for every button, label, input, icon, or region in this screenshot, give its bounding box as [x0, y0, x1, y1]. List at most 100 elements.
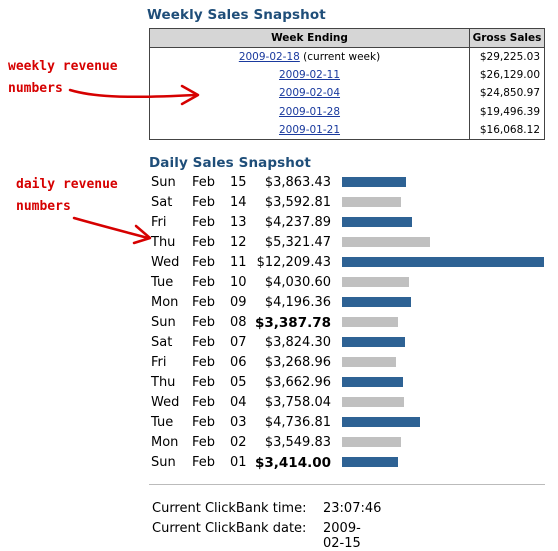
- gross-sales-value: $16,068.12: [469, 120, 545, 140]
- daily-date: 12: [230, 235, 247, 250]
- daily-day: Sat: [151, 335, 173, 350]
- daily-amount: $4,030.60: [264, 275, 331, 290]
- daily-date: 14: [230, 195, 247, 210]
- daily-date: 15: [230, 175, 247, 190]
- daily-revenue-bar: [342, 337, 405, 347]
- daily-arrow-icon: [72, 216, 150, 240]
- weekly-arrowhead-icon: [180, 84, 200, 106]
- daily-annotation-line: numbers: [16, 199, 71, 214]
- daily-day: Mon: [151, 295, 179, 310]
- weekly-sales-title: Weekly Sales Snapshot: [147, 7, 326, 23]
- daily-date: 09: [230, 295, 247, 310]
- daily-date: 05: [230, 375, 247, 390]
- divider: [149, 484, 545, 485]
- daily-day: Sat: [151, 195, 173, 210]
- daily-date: 06: [230, 355, 247, 370]
- daily-month: Feb: [192, 235, 216, 250]
- daily-revenue-bar: [342, 257, 544, 267]
- weekly-annotation: weekly revenue numbers: [8, 56, 118, 100]
- daily-amount: $4,237.89: [264, 215, 331, 230]
- daily-day: Sun: [151, 455, 176, 470]
- daily-amount: $4,196.36: [264, 295, 331, 310]
- daily-amount: $4,736.81: [264, 415, 331, 430]
- clickbank-time-value: 23:07:46: [323, 501, 382, 516]
- weekly-annotation-line: numbers: [8, 81, 63, 96]
- daily-revenue-bar: [342, 317, 398, 327]
- daily-day: Mon: [151, 435, 179, 450]
- week-link[interactable]: 2009-02-11: [278, 69, 341, 82]
- weekly-table-header: Week Ending Gross Sales: [149, 28, 545, 48]
- daily-day: Sun: [151, 175, 176, 190]
- daily-amount: $3,863.43: [264, 175, 331, 190]
- daily-month: Feb: [192, 355, 216, 370]
- daily-month: Feb: [192, 415, 216, 430]
- daily-month: Feb: [192, 255, 216, 270]
- daily-amount: $3,549.83: [264, 435, 331, 450]
- daily-amount: $3,387.78: [255, 315, 332, 331]
- daily-revenue-bar: [342, 357, 396, 367]
- daily-revenue-bar: [342, 457, 398, 467]
- daily-day: Fri: [151, 215, 167, 230]
- week-link[interactable]: 2009-01-21: [278, 123, 341, 136]
- daily-revenue-bar: [342, 217, 412, 227]
- daily-revenue-bar: [342, 397, 404, 407]
- daily-day: Sun: [151, 315, 176, 330]
- daily-revenue-bar: [342, 277, 409, 287]
- daily-date: 13: [230, 215, 247, 230]
- current-week-note: (current week): [299, 51, 381, 64]
- daily-date: 02: [230, 435, 247, 450]
- week-link[interactable]: 2009-01-28: [278, 105, 341, 118]
- daily-date: 03: [230, 415, 247, 430]
- daily-amount: $3,824.30: [264, 335, 331, 350]
- daily-amount: $3,662.96: [264, 375, 331, 390]
- daily-month: Feb: [192, 395, 216, 410]
- daily-revenue-bar: [342, 417, 420, 427]
- daily-month: Feb: [192, 275, 216, 290]
- daily-date: 10: [230, 275, 247, 290]
- table-row: 2009-02-11 $26,129.00: [149, 66, 545, 85]
- week-cell: 2009-02-11: [149, 66, 470, 85]
- week-cell: 2009-02-18 (current week): [149, 47, 470, 67]
- daily-day: Thu: [151, 235, 176, 250]
- gross-sales-value: $19,496.39: [469, 102, 545, 121]
- daily-month: Feb: [192, 315, 216, 330]
- daily-amount: $3,268.96: [264, 355, 331, 370]
- weekly-sales-table: Week Ending Gross Sales 2009-02-18 (curr…: [149, 28, 545, 140]
- daily-amount: $3,592.81: [264, 195, 331, 210]
- daily-month: Feb: [192, 455, 216, 470]
- weekly-arrow-icon: [68, 88, 197, 99]
- gross-sales-value: $29,225.03: [469, 47, 545, 67]
- daily-amount: $3,414.00: [255, 455, 332, 471]
- table-row: 2009-02-04 $24,850.97: [149, 84, 545, 103]
- week-cell: 2009-01-21: [149, 120, 470, 140]
- table-row: 2009-01-28 $19,496.39: [149, 102, 545, 121]
- daily-amount: $5,321.47: [264, 235, 331, 250]
- daily-day: Tue: [151, 415, 174, 430]
- week-link[interactable]: 2009-02-18: [238, 51, 300, 64]
- daily-revenue-bar: [342, 437, 401, 447]
- daily-day: Wed: [151, 395, 180, 410]
- daily-day: Fri: [151, 355, 167, 370]
- daily-date: 01: [230, 455, 247, 470]
- daily-revenue-bar: [342, 297, 411, 307]
- week-link[interactable]: 2009-02-04: [278, 87, 341, 100]
- daily-amount: $12,209.43: [256, 255, 331, 270]
- daily-month: Feb: [192, 215, 216, 230]
- daily-revenue-bar: [342, 197, 401, 207]
- daily-sales-title: Daily Sales Snapshot: [149, 155, 311, 171]
- daily-month: Feb: [192, 195, 216, 210]
- week-ending-header: Week Ending: [149, 28, 470, 48]
- clickbank-date-label: Current ClickBank date:: [152, 521, 307, 536]
- daily-revenue-bar: [342, 177, 406, 187]
- daily-date: 11: [230, 255, 247, 270]
- daily-date: 08: [230, 315, 247, 330]
- week-cell: 2009-01-28: [149, 102, 470, 121]
- daily-month: Feb: [192, 375, 216, 390]
- daily-month: Feb: [192, 175, 216, 190]
- daily-day: Wed: [151, 255, 180, 270]
- daily-date: 07: [230, 335, 247, 350]
- daily-revenue-bar: [342, 237, 430, 247]
- daily-month: Feb: [192, 335, 216, 350]
- gross-sales-value: $24,850.97: [469, 84, 545, 103]
